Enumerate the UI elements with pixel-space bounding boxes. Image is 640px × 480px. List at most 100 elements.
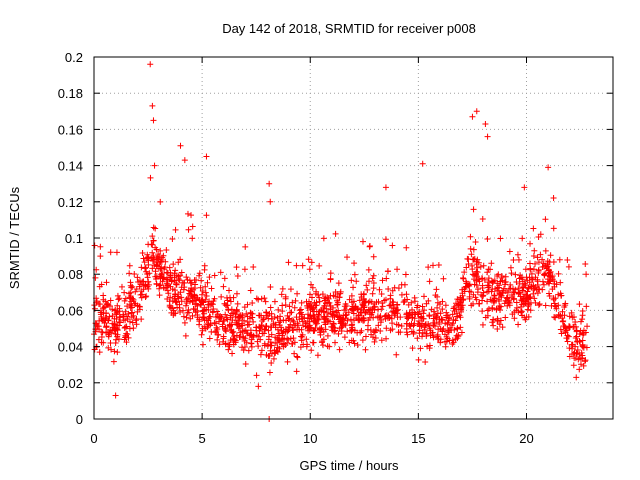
data-point	[370, 279, 377, 286]
data-point	[320, 328, 327, 335]
data-point	[448, 327, 455, 334]
data-point	[135, 279, 142, 286]
data-point	[520, 293, 527, 300]
data-point	[357, 309, 364, 316]
y-tick-label: 0	[76, 412, 83, 427]
data-point	[479, 216, 486, 223]
data-point	[564, 256, 571, 263]
data-point	[473, 258, 480, 265]
data-point	[126, 262, 133, 269]
data-point	[553, 305, 560, 312]
data-point	[564, 338, 571, 345]
data-point	[334, 301, 341, 308]
data-point	[258, 347, 265, 354]
data-point	[465, 256, 472, 263]
data-point	[493, 305, 500, 312]
data-point	[233, 264, 240, 271]
data-point	[267, 347, 274, 354]
data-point	[377, 313, 384, 320]
data-point	[539, 286, 546, 293]
data-point	[411, 309, 418, 316]
data-point	[342, 322, 349, 329]
y-tick-label: 0.14	[58, 159, 83, 174]
data-point	[112, 326, 119, 333]
data-point	[409, 345, 416, 352]
data-point	[491, 292, 498, 299]
data-point	[132, 288, 139, 295]
data-point	[149, 258, 156, 265]
data-point	[466, 288, 473, 295]
data-point	[275, 336, 282, 343]
data-point	[470, 246, 477, 253]
data-point	[208, 328, 215, 335]
data-point	[415, 356, 422, 363]
data-point	[515, 289, 522, 296]
data-point	[570, 362, 577, 369]
data-point	[298, 309, 305, 316]
data-point	[118, 283, 125, 290]
data-point	[234, 317, 241, 324]
data-point	[496, 321, 503, 328]
data-point	[268, 310, 275, 317]
data-point	[169, 286, 176, 293]
data-point	[379, 277, 386, 284]
data-point	[267, 198, 274, 205]
data-point	[534, 278, 541, 285]
data-point	[454, 313, 461, 320]
data-point	[484, 307, 491, 314]
data-point	[150, 224, 157, 231]
data-point	[245, 347, 252, 354]
data-point	[544, 258, 551, 265]
data-point	[105, 333, 112, 340]
data-point	[123, 339, 130, 346]
data-point	[506, 248, 513, 255]
data-point	[437, 339, 444, 346]
data-point	[434, 293, 441, 300]
data-point	[134, 274, 141, 281]
data-point	[157, 265, 164, 272]
data-point	[185, 226, 192, 233]
data-point	[308, 281, 315, 288]
data-point	[522, 299, 529, 306]
data-point	[337, 290, 344, 297]
data-point	[128, 284, 135, 291]
data-point	[206, 335, 213, 342]
x-tick-labels: 0 5 10 15 20	[90, 431, 533, 446]
data-point	[504, 302, 511, 309]
data-point	[156, 285, 163, 292]
data-point	[519, 235, 526, 242]
data-point	[574, 346, 581, 353]
data-point	[165, 290, 172, 297]
data-point	[579, 312, 586, 319]
data-point	[289, 299, 296, 306]
y-tick-label: 0.1	[65, 231, 83, 246]
data-point	[494, 326, 501, 333]
data-point	[201, 304, 208, 311]
data-point	[127, 295, 134, 302]
y-tick-label: 0.08	[58, 267, 83, 282]
data-point	[178, 269, 185, 276]
data-point	[217, 269, 224, 276]
data-point	[229, 350, 236, 357]
data-point	[572, 335, 579, 342]
data-point	[318, 339, 325, 346]
data-point	[539, 256, 546, 263]
data-point	[266, 369, 273, 376]
data-point	[559, 315, 566, 322]
data-point	[335, 307, 342, 314]
data-point	[320, 235, 327, 242]
data-point	[97, 243, 104, 250]
data-point	[272, 340, 279, 347]
data-point	[289, 340, 296, 347]
data-point	[149, 265, 156, 272]
data-point	[375, 322, 382, 329]
data-point	[156, 273, 163, 280]
data-point	[479, 297, 486, 304]
data-point	[530, 225, 537, 232]
data-point	[351, 340, 358, 347]
data-point	[515, 256, 522, 263]
data-point	[203, 293, 210, 300]
data-point	[121, 289, 128, 296]
data-point	[535, 302, 542, 309]
data-point	[268, 324, 275, 331]
